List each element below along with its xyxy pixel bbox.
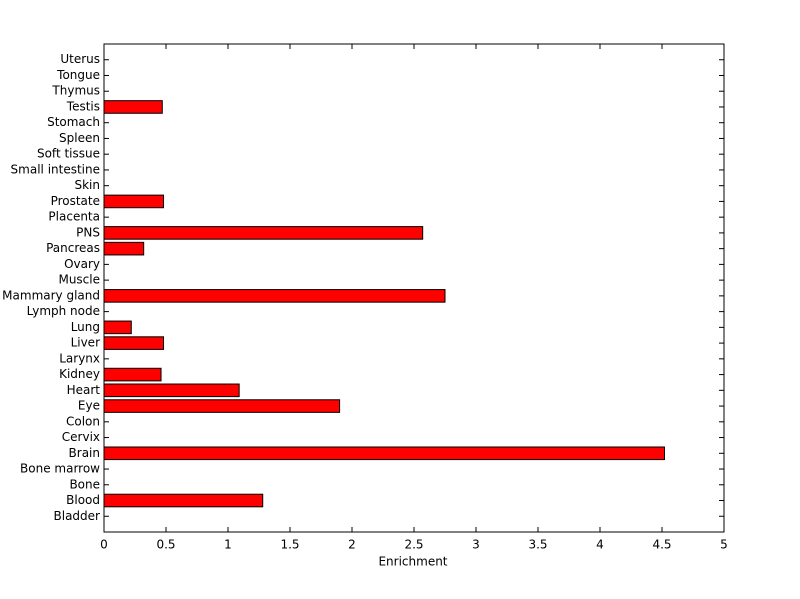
bar <box>103 289 446 303</box>
bar <box>103 383 240 398</box>
y-tick-label: Heart <box>67 383 101 397</box>
y-tick-label: Bladder <box>54 509 101 523</box>
y-tick-label: Prostate <box>51 194 100 208</box>
y-tick-label: Pancreas <box>46 241 100 255</box>
x-tick-label: 3.5 <box>528 538 547 552</box>
bar <box>103 493 264 508</box>
y-tick-label: Small intestine <box>11 162 100 176</box>
y-tick-label: Eye <box>78 399 100 413</box>
bar <box>103 446 665 461</box>
y-tick-label: Lung <box>71 320 100 334</box>
x-tick-label: 4 <box>596 538 604 552</box>
y-tick-label: Testis <box>66 99 100 113</box>
bar <box>103 336 165 350</box>
bar <box>103 320 132 335</box>
plot-frame <box>103 43 725 533</box>
x-tick-label: 2.5 <box>404 538 423 552</box>
y-tick-label: Lymph node <box>27 304 100 318</box>
x-tick-label: 1.5 <box>280 538 299 552</box>
bar <box>103 367 162 382</box>
y-tick-label: Stomach <box>47 115 100 129</box>
x-tick-label: 0.5 <box>156 538 175 552</box>
y-tick-label: PNS <box>76 225 100 239</box>
y-tick-label: Larynx <box>59 351 100 365</box>
y-tick-label: Soft tissue <box>37 147 100 161</box>
y-tick-label: Mammary gland <box>2 288 100 302</box>
y-tick-label: Muscle <box>58 273 100 287</box>
y-tick-label: Placenta <box>48 210 100 224</box>
x-tick-label: 1 <box>224 538 232 552</box>
x-axis-label: Enrichment <box>378 555 447 569</box>
x-tick-label: 5 <box>720 538 728 552</box>
x-tick-label: 4.5 <box>652 538 671 552</box>
y-tick-label: Colon <box>66 414 100 428</box>
y-tick-label: Thymus <box>51 84 100 98</box>
y-tick-label: Spleen <box>59 131 100 145</box>
y-tick-label: Blood <box>66 493 100 507</box>
y-tick-label: Skin <box>74 178 100 192</box>
y-tick-label: Cervix <box>62 430 100 444</box>
x-tick-label: 3 <box>472 538 480 552</box>
y-tick-label: Tongue <box>56 68 100 82</box>
bar <box>103 100 163 114</box>
bar <box>103 241 145 256</box>
bar <box>103 226 424 240</box>
bar <box>103 194 165 209</box>
y-tick-label: Kidney <box>59 367 100 381</box>
y-tick-label: Bone marrow <box>20 462 100 476</box>
y-tick-label: Uterus <box>60 52 100 66</box>
y-tick-label: Ovary <box>64 257 100 271</box>
y-tick-label: Brain <box>69 446 100 460</box>
x-tick-label: 0 <box>100 538 108 552</box>
y-tick-label: Liver <box>71 336 101 350</box>
x-tick-label: 2 <box>348 538 356 552</box>
bar <box>103 399 341 413</box>
y-tick-label: Bone <box>69 477 100 491</box>
